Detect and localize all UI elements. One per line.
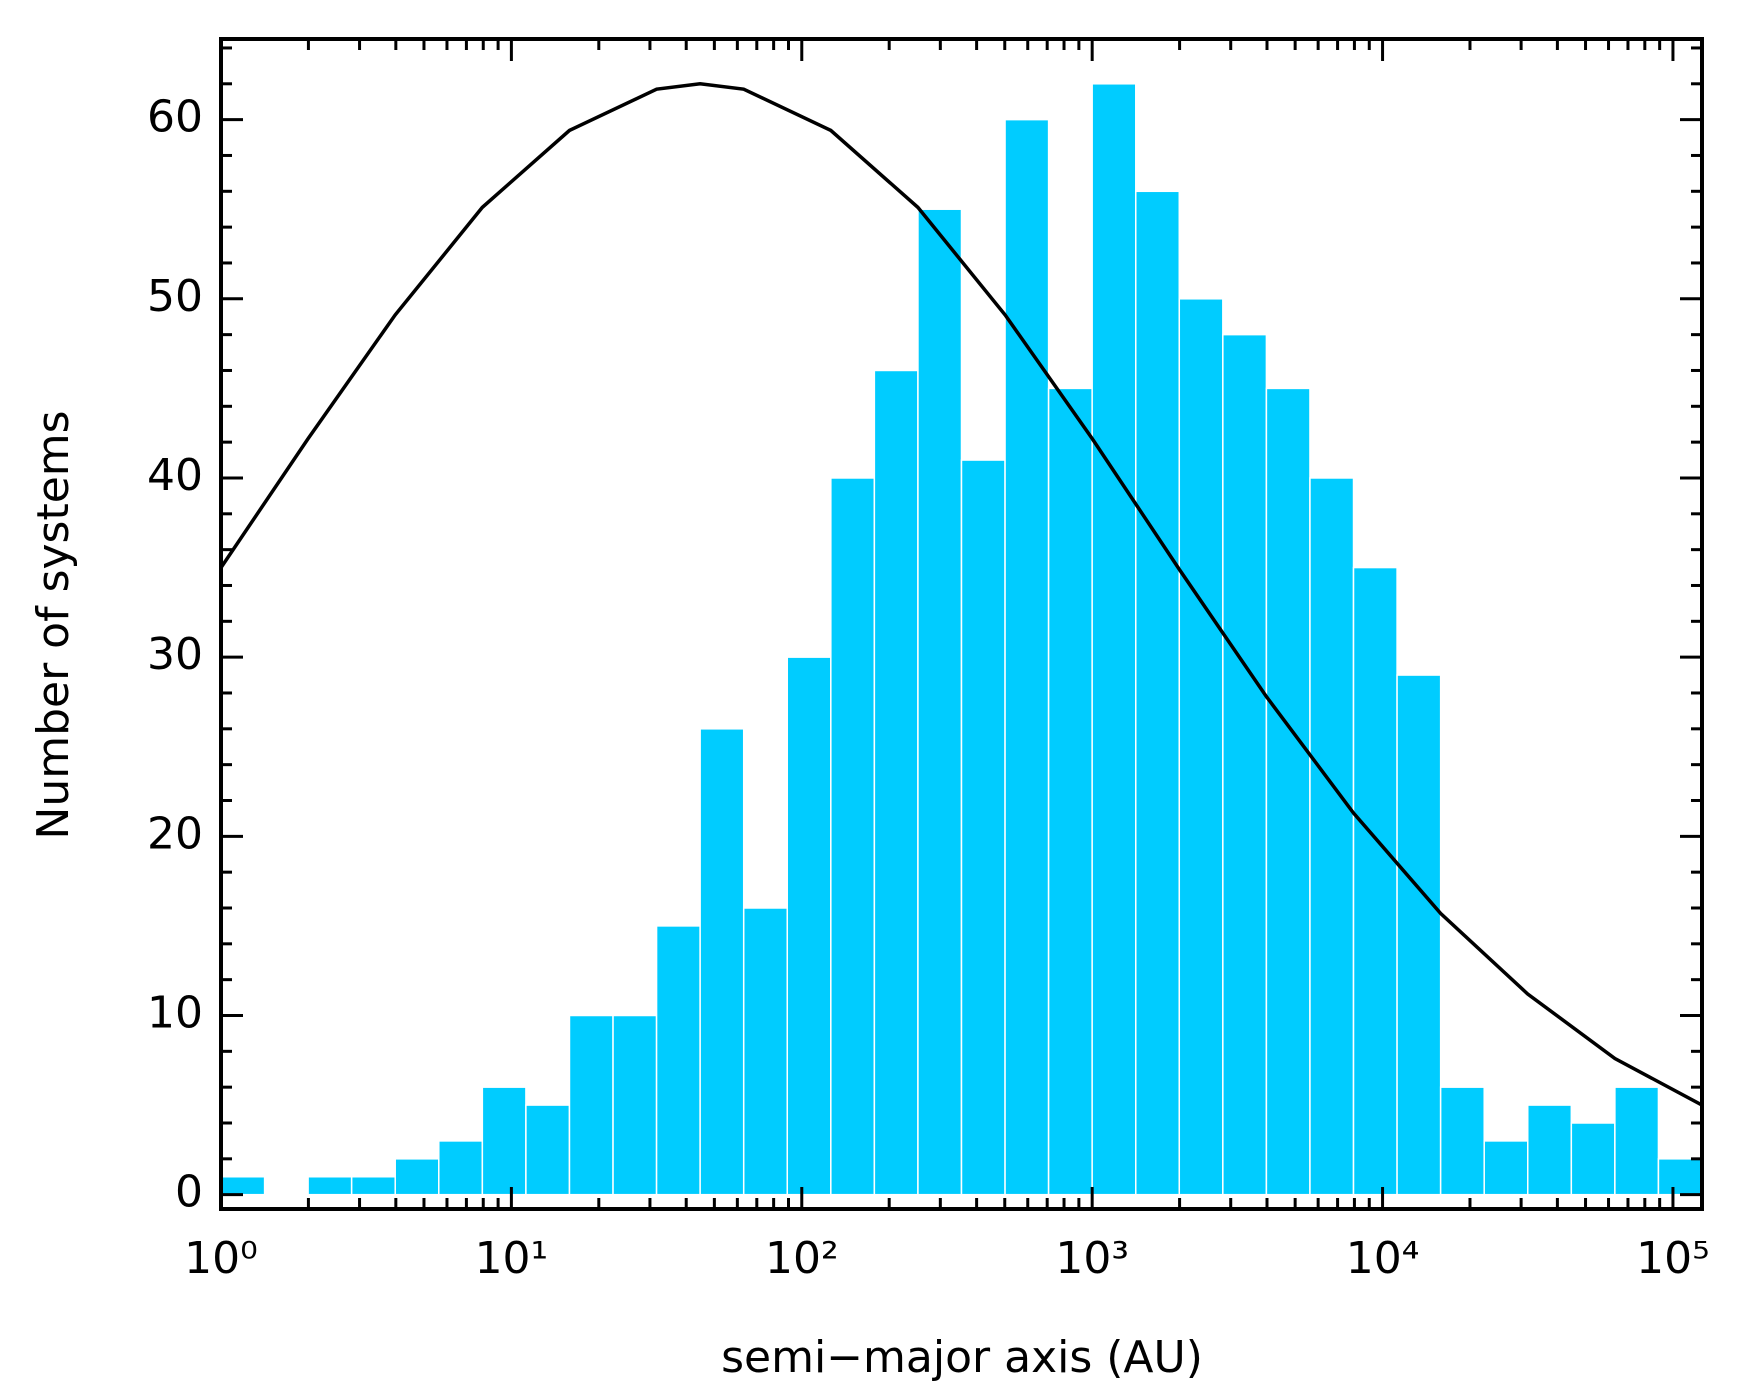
x-tick-label: 10¹ bbox=[475, 1233, 549, 1284]
bar bbox=[1135, 190, 1181, 1196]
y-tick-label: 10 bbox=[147, 987, 203, 1038]
bar bbox=[525, 1104, 571, 1196]
bar bbox=[1614, 1086, 1660, 1196]
bar bbox=[742, 907, 789, 1196]
y-tick-label: 0 bbox=[175, 1167, 203, 1218]
bar bbox=[1352, 566, 1398, 1196]
x-tick-label: 10² bbox=[765, 1233, 839, 1284]
bar bbox=[612, 1014, 658, 1196]
x-tick-label: 10⁵ bbox=[1636, 1233, 1710, 1284]
bar bbox=[1483, 1140, 1529, 1196]
bar bbox=[1396, 674, 1442, 1196]
bar bbox=[1091, 83, 1137, 1196]
bar bbox=[481, 1086, 527, 1196]
bar bbox=[1309, 477, 1355, 1196]
bar bbox=[1004, 118, 1050, 1196]
bar bbox=[394, 1158, 440, 1196]
y-tick-label: 50 bbox=[147, 271, 203, 322]
y-tick-label: 40 bbox=[147, 450, 203, 501]
bar bbox=[1439, 1086, 1485, 1196]
bar bbox=[350, 1175, 396, 1196]
y-tick-label: 60 bbox=[147, 92, 203, 143]
bar bbox=[830, 477, 876, 1196]
bar bbox=[1047, 387, 1093, 1196]
bar bbox=[917, 208, 963, 1196]
plot-frame bbox=[219, 37, 1704, 1211]
bar bbox=[1265, 387, 1311, 1196]
bar bbox=[655, 925, 701, 1196]
bar bbox=[699, 728, 745, 1196]
x-tick-label: 10³ bbox=[1055, 1233, 1129, 1284]
x-tick-label: 10⁰ bbox=[184, 1233, 258, 1284]
bar bbox=[786, 656, 832, 1196]
bar bbox=[960, 459, 1006, 1196]
bar bbox=[568, 1014, 614, 1196]
x-axis-label: semi−major axis (AU) bbox=[721, 1332, 1203, 1383]
bar bbox=[1222, 333, 1268, 1196]
y-tick-label: 30 bbox=[147, 629, 203, 680]
fit-curve bbox=[221, 82, 1702, 1107]
bar bbox=[1526, 1104, 1573, 1196]
bar bbox=[307, 1175, 353, 1196]
bar bbox=[220, 1175, 266, 1196]
y-tick-label: 20 bbox=[147, 808, 203, 859]
bar bbox=[873, 369, 919, 1196]
bar bbox=[438, 1140, 484, 1196]
x-tick-label: 10⁴ bbox=[1346, 1233, 1420, 1284]
bar bbox=[1570, 1122, 1616, 1196]
bar bbox=[1178, 298, 1224, 1196]
y-axis-label: Number of systems bbox=[28, 410, 79, 839]
bar bbox=[1657, 1158, 1703, 1196]
